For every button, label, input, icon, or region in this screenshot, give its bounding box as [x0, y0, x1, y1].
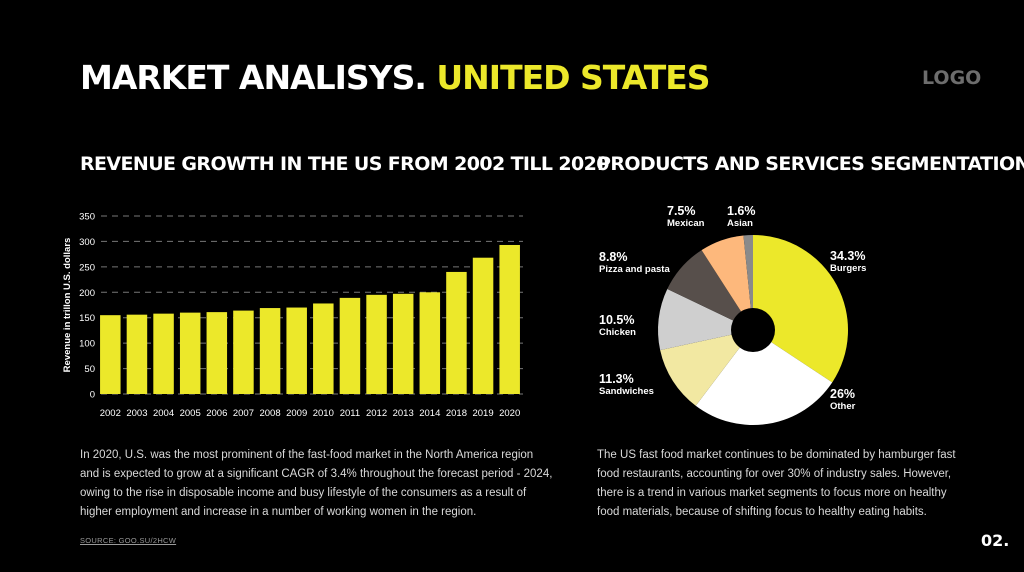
x-tick-label: 2011: [340, 408, 360, 419]
slice-pct-label: 7.5%: [667, 204, 696, 218]
logo: LOGO: [922, 67, 982, 89]
x-tick-label: 2018: [446, 408, 467, 419]
slice-pct-label: 1.6%: [727, 204, 756, 218]
bar: [313, 303, 334, 394]
title-main: MARKET ANALISYS.: [80, 58, 427, 97]
slice-name-label: Burgers: [830, 263, 866, 274]
pie-slice-pizza-and-pasta: [667, 250, 753, 330]
slice-name-label: Asian: [727, 218, 753, 229]
x-tick-label: 2007: [233, 408, 254, 419]
bar: [366, 294, 387, 394]
slice-pct-label: 34.3%: [830, 249, 865, 263]
bar: [233, 310, 254, 394]
x-tick-label: 2009: [286, 408, 307, 419]
y-tick-label: 50: [84, 364, 95, 375]
slice-name-label: Pizza and pasta: [599, 264, 670, 275]
slice-name-label: Chicken: [599, 327, 636, 338]
bar: [419, 292, 441, 394]
bar: [499, 244, 520, 394]
source-link[interactable]: SOURCE: GOO.SU/2HCW: [80, 536, 177, 545]
x-tick-label: 2003: [126, 408, 147, 419]
pie-slice-mexican: [701, 235, 753, 330]
slice-name-label: Sandwiches: [599, 386, 654, 397]
y-axis-label: Revenue in trillon U.S. dollars: [62, 238, 73, 373]
pie-slice-asian: [743, 235, 753, 330]
bar-chart-heading: REVENUE GROWTH IN THE US FROM 2002 TILL …: [80, 153, 610, 175]
bar: [472, 257, 494, 394]
y-tick-label: 0: [90, 390, 95, 401]
bar: [153, 313, 174, 394]
x-tick-label: 2012: [366, 408, 387, 419]
x-tick-label: 2010: [313, 408, 334, 419]
bar: [286, 307, 307, 394]
y-tick-label: 250: [79, 262, 95, 273]
bar: [259, 308, 281, 394]
slice-name-label: Other: [830, 401, 856, 412]
pie-slice-sandwiches: [660, 330, 753, 406]
bar: [392, 293, 414, 394]
bar: [100, 315, 121, 394]
left-paragraph: In 2020, U.S. was the most prominent of …: [80, 449, 553, 518]
pie-slice-other: [695, 330, 833, 425]
right-paragraph: The US fast food market continues to be …: [597, 449, 956, 518]
slice-name-label: Mexican: [667, 218, 705, 229]
y-tick-label: 300: [79, 237, 95, 248]
y-tick-label: 350: [79, 212, 95, 223]
x-tick-label: 2019: [472, 408, 493, 419]
bar: [206, 312, 228, 394]
x-tick-label: 2005: [180, 408, 201, 419]
bar: [339, 297, 361, 394]
bar: [126, 314, 148, 394]
slice-pct-label: 10.5%: [599, 313, 634, 327]
slice-pct-label: 8.8%: [599, 250, 628, 264]
page-number: 02.: [981, 531, 1010, 550]
x-tick-label: 2004: [153, 408, 174, 419]
slice-pct-label: 26%: [830, 387, 855, 401]
title-highlight: UNITED STATES: [436, 58, 710, 97]
x-tick-label: 2014: [419, 408, 440, 419]
y-tick-label: 200: [79, 288, 95, 299]
y-tick-label: 100: [79, 339, 95, 350]
pie-slice-burgers: [753, 235, 849, 383]
x-tick-label: 2013: [393, 408, 414, 419]
pie-chart-heading: PRODUCTS AND SERVICES SEGMENTATION: [597, 153, 1024, 175]
slice-pct-label: 11.3%: [599, 372, 634, 386]
donut-hole: [731, 308, 775, 352]
pie-slice-chicken: [658, 289, 753, 351]
segmentation-donut-chart: 34.3%Burgers 26%Other 11.3%Sandwiches 10.5%…: [599, 204, 866, 425]
x-tick-label: 2008: [259, 408, 280, 419]
bar: [179, 312, 201, 394]
x-tick-label: 2006: [206, 408, 227, 419]
x-tick-label: 2002: [100, 408, 121, 419]
y-tick-label: 150: [79, 313, 95, 324]
bar: [446, 271, 467, 394]
page-title: MARKET ANALISYS. UNITED STATES: [80, 58, 711, 97]
revenue-bar-chart: 0 50 100 150 200 250 300 350 2002 2003 2004 2005 200…: [62, 212, 523, 419]
x-tick-label: 2020: [499, 408, 520, 419]
